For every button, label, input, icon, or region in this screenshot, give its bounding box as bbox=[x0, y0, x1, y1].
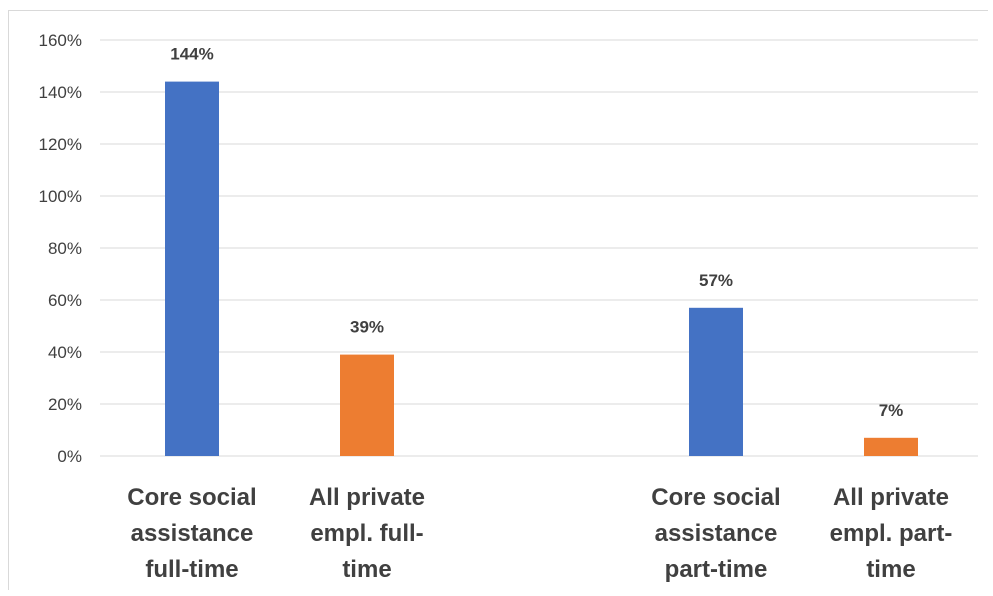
bar bbox=[689, 307, 743, 456]
x-axis-categories: Core social assistance full-time All privat… bbox=[127, 484, 952, 583]
data-labels: 144% 39% 57% 7% bbox=[170, 45, 903, 420]
y-tick-label: 120% bbox=[39, 135, 82, 154]
y-tick-label: 160% bbox=[39, 31, 82, 50]
chart-frame bbox=[8, 10, 988, 590]
bar bbox=[165, 81, 219, 456]
bar bbox=[340, 354, 394, 456]
category-label: All private empl. part-time bbox=[830, 484, 953, 583]
y-tick-label: 40% bbox=[48, 343, 82, 362]
bar bbox=[864, 437, 918, 456]
y-tick-label: 20% bbox=[48, 395, 82, 414]
category-label: Core social assistance part-time bbox=[651, 484, 780, 583]
gridlines bbox=[100, 39, 978, 457]
data-label: 39% bbox=[350, 318, 384, 337]
data-label: 57% bbox=[699, 271, 733, 290]
data-label: 144% bbox=[170, 45, 213, 64]
y-tick-label: 60% bbox=[48, 291, 82, 310]
y-tick-label: 100% bbox=[39, 187, 82, 206]
y-tick-label: 80% bbox=[48, 239, 82, 258]
bars bbox=[165, 81, 918, 456]
y-axis-ticks: 0% 20% 40% 60% 80% 100% 120% 140% 160% bbox=[39, 31, 82, 466]
data-label: 7% bbox=[879, 401, 904, 420]
category-label: Core social assistance full-time bbox=[127, 484, 256, 583]
y-tick-label: 0% bbox=[57, 447, 82, 466]
y-tick-label: 140% bbox=[39, 83, 82, 102]
category-label: All private empl. full-time bbox=[309, 484, 425, 583]
